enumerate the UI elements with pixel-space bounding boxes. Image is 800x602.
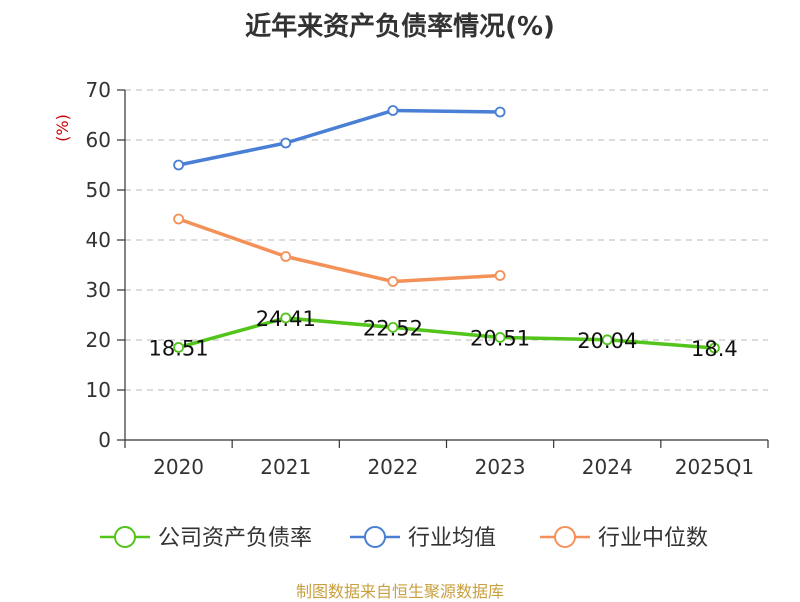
data-point [494,270,506,281]
data-point [387,105,399,116]
data-point [173,213,184,225]
x-tick-label: 2022 [367,455,418,479]
y-tick-label: 40 [86,228,111,252]
chart-title: 近年来资产负债率情况(%) [245,12,555,42]
x-tick-label: 2024 [582,455,633,479]
data-point [601,334,613,346]
y-tick-label: 20 [86,328,111,352]
data-label: 18.51 [149,336,209,360]
data-point [280,137,292,149]
data-label: 20.51 [470,326,530,350]
legend-label: 公司资产负债率 [158,526,312,551]
data-label: 24.41 [256,307,316,331]
legend-label: 行业中位数 [598,526,708,551]
y-tick-label: 30 [86,278,111,302]
data-point [387,321,399,333]
y-tick-label: 60 [86,128,111,152]
data-point [709,342,720,354]
source-text: 制图数据来自恒生聚源数据库 [295,582,504,601]
legend-label: 行业均值 [408,526,496,551]
y-tick-label: 50 [86,178,111,202]
legend-marker [114,526,136,548]
y-tick-label: 10 [86,378,111,402]
x-tick-label: 2023 [475,455,526,479]
series-line-2 [178,217,501,284]
x-tick-label: 2025Q1 [675,455,754,479]
y-tick-label: 70 [86,78,111,102]
data-point [494,332,506,343]
data-label: 20.04 [577,329,637,353]
data-label: 18.4 [691,337,738,361]
series-line-0 [178,316,715,350]
legend-marker [554,526,576,548]
y-tick-label: 0 [98,428,111,452]
y-axis-label: (%) [53,114,72,142]
data-point [173,159,184,171]
x-tick-label: 2020 [153,455,204,479]
data-point [173,342,184,353]
data-point [387,276,399,287]
data-point [494,106,506,118]
x-tick-label: 2021 [260,455,311,479]
data-label: 22.52 [363,316,423,340]
series-line-1 [178,108,501,167]
data-point [280,251,292,262]
legend-marker [364,526,386,548]
data-point [280,312,292,324]
